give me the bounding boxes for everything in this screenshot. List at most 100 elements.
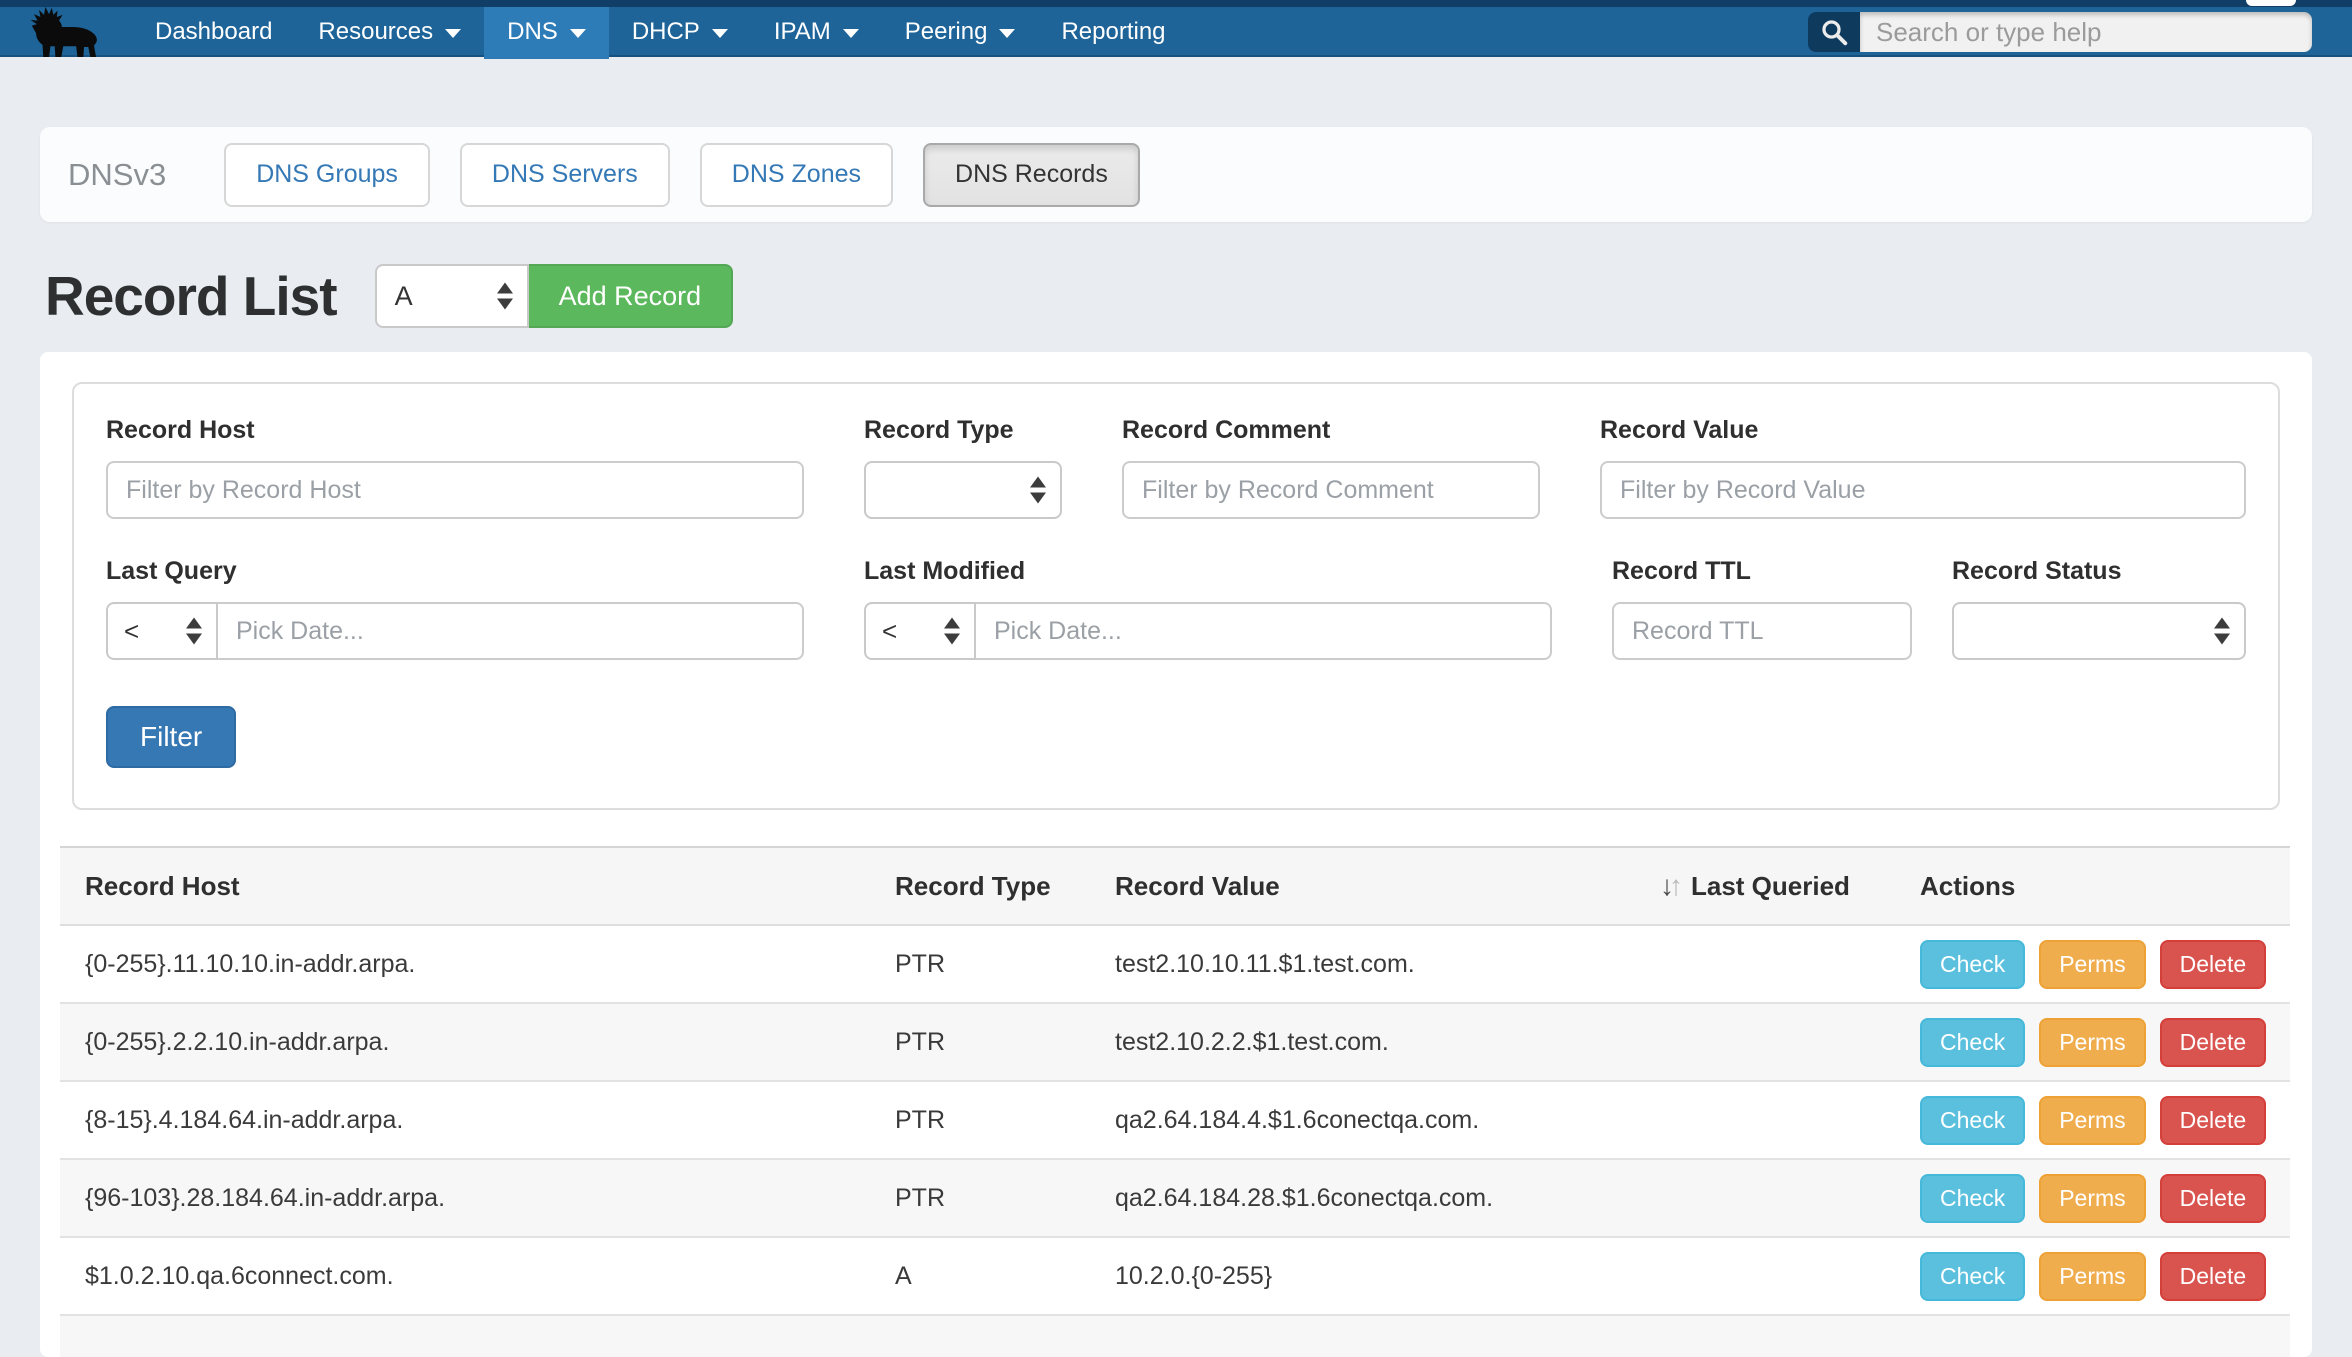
delete-button[interactable]: Delete: [2160, 1018, 2266, 1067]
table-row: {8-15}.4.184.64.in-addr.arpa. PTR qa2.64…: [60, 1081, 2290, 1159]
last-modified-label: Last Modified: [864, 557, 1552, 586]
tab-dns-groups[interactable]: DNS Groups: [224, 143, 430, 207]
col-actions: Actions: [1920, 847, 2290, 925]
perms-button[interactable]: Perms: [2039, 1096, 2145, 1145]
nav-item-reporting[interactable]: Reporting: [1038, 7, 1188, 57]
last-modified-operator-select[interactable]: <: [864, 602, 976, 660]
record-comment-label: Record Comment: [1122, 416, 1540, 445]
record-value-filter-input[interactable]: [1600, 461, 2246, 519]
nav-label: Resources: [318, 18, 433, 46]
col-last-queried[interactable]: ↓↑ Last Queried: [1660, 847, 1920, 925]
delete-button[interactable]: Delete: [2160, 1096, 2266, 1145]
table-row: {0-255}.11.10.10.in-addr.arpa. PTR test2…: [60, 925, 2290, 1003]
table-row-partial: [60, 1315, 2290, 1357]
nav-label: DHCP: [632, 18, 700, 46]
perms-button[interactable]: Perms: [2039, 940, 2145, 989]
last-query-date-input[interactable]: [216, 602, 804, 660]
chevron-down-icon: [570, 29, 586, 38]
table-row: {0-255}.2.2.10.in-addr.arpa. PTR test2.1…: [60, 1003, 2290, 1081]
search-icon[interactable]: [1808, 12, 1860, 52]
last-query-operator-select[interactable]: <: [106, 602, 218, 660]
record-status-label: Record Status: [1952, 557, 2246, 586]
perms-button[interactable]: Perms: [2039, 1252, 2145, 1301]
delete-button[interactable]: Delete: [2160, 1252, 2266, 1301]
record-type-filter-select[interactable]: [864, 461, 1062, 519]
nav-item-dns[interactable]: DNS: [484, 7, 609, 57]
perms-button[interactable]: Perms: [2039, 1174, 2145, 1223]
search-input[interactable]: [1860, 12, 2312, 52]
col-record-type[interactable]: Record Type: [895, 847, 1115, 925]
col-last-queried-label: Last Queried: [1691, 871, 1850, 901]
filter-record-comment: Record Comment: [1122, 416, 1540, 519]
check-button[interactable]: Check: [1920, 940, 2025, 989]
record-status-filter-select[interactable]: [1952, 602, 2246, 660]
section-title: DNSv3: [68, 157, 166, 193]
magnifier-glyph: [1819, 17, 1849, 47]
nav-label: Reporting: [1061, 18, 1165, 46]
filter-record-value: Record Value: [1600, 416, 2246, 519]
record-ttl-filter-input[interactable]: [1612, 602, 1912, 660]
global-search: [1808, 12, 2312, 52]
record-host-label: Record Host: [106, 416, 804, 445]
col-record-value[interactable]: Record Value: [1115, 847, 1660, 925]
last-query-label: Last Query: [106, 557, 804, 586]
select-arrows-icon: [497, 283, 513, 310]
col-record-host[interactable]: Record Host: [60, 847, 895, 925]
record-value-cell: test2.10.2.2.$1.test.com.: [1115, 1003, 1660, 1081]
nav-label: IPAM: [774, 18, 831, 46]
last-queried-cell: [1660, 1237, 1920, 1315]
top-navbar: Dashboard Resources DNS DHCP IPAM Peerin…: [0, 0, 2352, 57]
table-row: $1.0.2.10.qa.6connect.com. A 10.2.0.{0-2…: [60, 1237, 2290, 1315]
record-value-cell: qa2.64.184.28.$1.6conectqa.com.: [1115, 1159, 1660, 1237]
nav-item-dashboard[interactable]: Dashboard: [132, 7, 295, 57]
nav-item-dhcp[interactable]: DHCP: [609, 7, 751, 57]
last-modified-date-input[interactable]: [974, 602, 1552, 660]
add-record-button[interactable]: Add Record: [529, 264, 734, 328]
check-button[interactable]: Check: [1920, 1252, 2025, 1301]
nav-item-resources[interactable]: Resources: [295, 7, 484, 57]
nav-item-peering[interactable]: Peering: [882, 7, 1039, 57]
record-type-cell: A: [895, 1237, 1115, 1315]
tab-dns-zones[interactable]: DNS Zones: [700, 143, 893, 207]
record-host-cell: {8-15}.4.184.64.in-addr.arpa.: [60, 1081, 895, 1159]
check-button[interactable]: Check: [1920, 1174, 2025, 1223]
records-panel: Record Host Record Type Record Comment R…: [40, 352, 2312, 1357]
nav-label: Peering: [905, 18, 988, 46]
record-host-cell: {0-255}.11.10.10.in-addr.arpa.: [60, 925, 895, 1003]
filter-record-status: Record Status: [1952, 557, 2246, 660]
record-comment-filter-input[interactable]: [1122, 461, 1540, 519]
record-ttl-label: Record TTL: [1612, 557, 1912, 586]
nav-item-ipam[interactable]: IPAM: [751, 7, 882, 57]
brand-logo[interactable]: [0, 7, 118, 57]
delete-button[interactable]: Delete: [2160, 940, 2266, 989]
record-host-filter-input[interactable]: [106, 461, 804, 519]
nav-label: Dashboard: [155, 18, 272, 46]
filter-button[interactable]: Filter: [106, 706, 236, 768]
select-arrows-icon: [1030, 477, 1046, 504]
sort-icon: ↓↑: [1660, 870, 1683, 902]
last-queried-cell: [1660, 925, 1920, 1003]
filter-last-modified: Last Modified <: [864, 557, 1552, 660]
table-header-row: Record Host Record Type Record Value ↓↑ L…: [60, 847, 2290, 925]
add-record-group: A Add Record: [375, 264, 734, 328]
record-type-select[interactable]: A: [375, 264, 529, 328]
moose-icon: [16, 7, 102, 57]
check-button[interactable]: Check: [1920, 1018, 2025, 1067]
check-button[interactable]: Check: [1920, 1096, 2025, 1145]
records-table: Record Host Record Type Record Value ↓↑ L…: [60, 846, 2290, 1357]
filter-last-query: Last Query <: [106, 557, 804, 660]
filter-record-type: Record Type: [864, 416, 1062, 519]
tab-dns-servers[interactable]: DNS Servers: [460, 143, 670, 207]
last-queried-cell: [1660, 1159, 1920, 1237]
top-edge-artifact: [2246, 0, 2296, 6]
filter-record-ttl: Record TTL: [1612, 557, 1912, 660]
delete-button[interactable]: Delete: [2160, 1174, 2266, 1223]
last-modified-operator-value: <: [882, 616, 927, 647]
tab-dns-records[interactable]: DNS Records: [923, 143, 1140, 207]
filter-record-host: Record Host: [106, 416, 804, 519]
perms-button[interactable]: Perms: [2039, 1018, 2145, 1067]
filter-panel: Record Host Record Type Record Comment R…: [72, 382, 2280, 810]
select-arrows-icon: [944, 618, 960, 645]
last-queried-cell: [1660, 1003, 1920, 1081]
record-type-cell: PTR: [895, 1159, 1115, 1237]
